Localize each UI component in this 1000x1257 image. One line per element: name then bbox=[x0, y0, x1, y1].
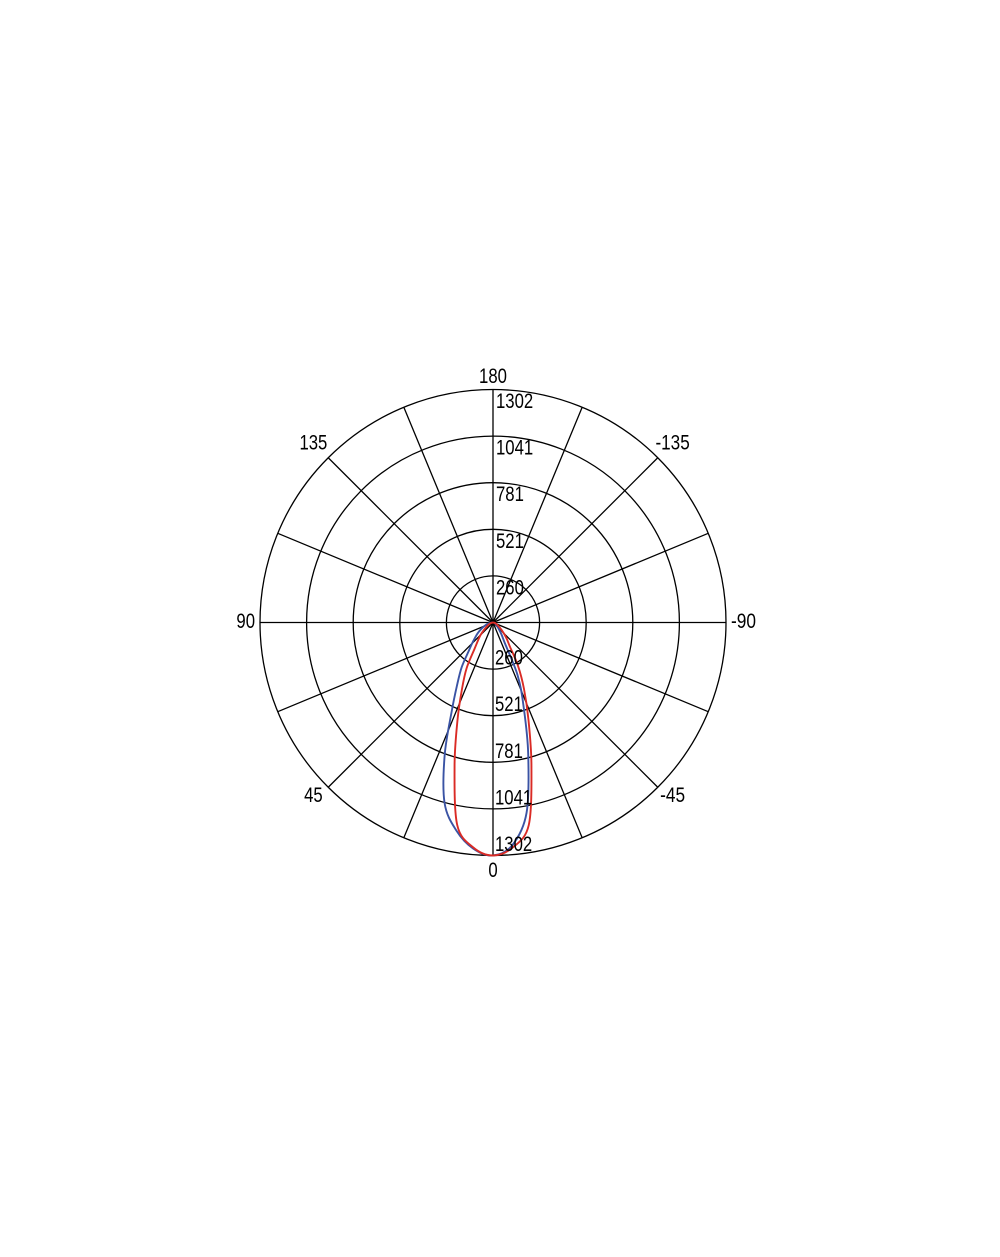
radial-label-bottom: 1041 bbox=[495, 786, 532, 809]
polar-grid-spoke bbox=[492, 457, 659, 623]
radial-label-top: 1041 bbox=[496, 437, 533, 460]
radial-label-bottom: 260 bbox=[495, 647, 523, 670]
polar-grid-spoke bbox=[492, 622, 583, 839]
angle-label: -45 bbox=[660, 784, 685, 807]
polar-grid-spoke bbox=[403, 406, 494, 623]
angle-label: -90 bbox=[731, 610, 756, 633]
radial-label-top: 521 bbox=[496, 530, 524, 553]
angle-label: 90 bbox=[236, 610, 255, 633]
polar-grid-spoke bbox=[327, 457, 494, 623]
angle-label: -135 bbox=[655, 431, 689, 454]
radial-label-top: 781 bbox=[496, 483, 524, 506]
radial-label-bottom: 1302 bbox=[495, 833, 532, 856]
polar-grid-spoke bbox=[492, 621, 709, 713]
radial-label-bottom: 521 bbox=[495, 693, 523, 716]
curve-red bbox=[453, 621, 533, 857]
polar-grid-spoke bbox=[277, 532, 494, 624]
angle-label: 0 bbox=[488, 859, 497, 882]
angle-label: 45 bbox=[304, 784, 323, 807]
radial-label-top: 1302 bbox=[496, 390, 533, 413]
angle-label: 135 bbox=[299, 431, 327, 454]
radial-label-bottom: 781 bbox=[495, 740, 523, 763]
angle-label: 180 bbox=[479, 365, 507, 388]
polar-grid-spoke bbox=[492, 622, 659, 788]
polar-grid-spoke bbox=[492, 406, 583, 623]
polar-grid-spoke bbox=[327, 622, 494, 788]
polar-grid-spoke bbox=[492, 532, 709, 624]
radial-label-top: 260 bbox=[496, 576, 524, 599]
polar-grid-spoke bbox=[277, 621, 494, 713]
